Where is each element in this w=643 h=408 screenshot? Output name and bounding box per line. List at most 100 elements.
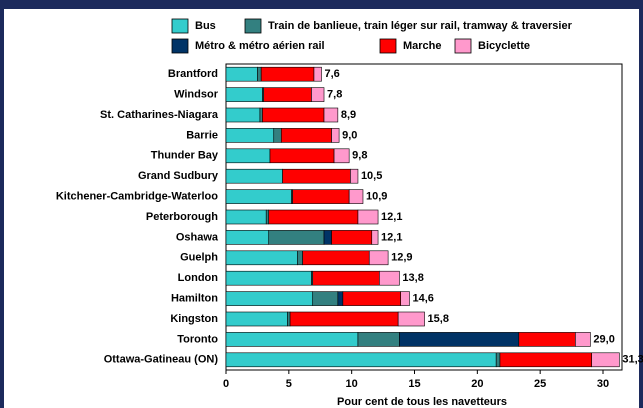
bar-segment bbox=[268, 209, 359, 225]
bar-segment bbox=[302, 250, 370, 266]
bar-segment bbox=[225, 128, 275, 143]
total-label: 7,6 bbox=[325, 68, 340, 80]
bar-segment bbox=[225, 250, 298, 266]
bar-segment bbox=[225, 230, 270, 245]
bar-segment bbox=[268, 230, 325, 245]
y-tick-label: St. Catharines-Niagara bbox=[100, 109, 219, 121]
bar-segment bbox=[357, 209, 379, 225]
bar-segment bbox=[225, 352, 497, 368]
y-tick-label: Barrie bbox=[186, 129, 218, 141]
y-tick-label: Thunder Bay bbox=[151, 150, 219, 162]
x-tick-label: 25 bbox=[534, 378, 546, 390]
bar-segment bbox=[282, 168, 351, 184]
legend-swatch bbox=[244, 18, 262, 34]
total-label: 9,8 bbox=[352, 150, 367, 162]
total-label: 12,9 bbox=[391, 252, 412, 264]
bar-segment bbox=[260, 66, 315, 82]
bar-segment bbox=[368, 250, 389, 266]
bar-segment bbox=[259, 107, 263, 123]
bar-segment bbox=[289, 311, 399, 327]
x-tick-label: 10 bbox=[346, 378, 358, 390]
bar-segment bbox=[225, 66, 258, 82]
bar-segment bbox=[292, 189, 350, 204]
total-label: 13,8 bbox=[402, 272, 423, 284]
legend-label: Bus bbox=[195, 20, 216, 32]
x-axis-label: Pour cent de tous les navetteurs bbox=[337, 396, 507, 408]
bar-segment bbox=[225, 270, 312, 286]
y-tick-label: Kingston bbox=[170, 313, 218, 325]
bar-segment bbox=[225, 148, 271, 164]
bar-segment bbox=[371, 230, 379, 245]
total-label: 9,0 bbox=[342, 129, 357, 141]
y-tick-label: London bbox=[178, 272, 219, 284]
bar-segment bbox=[313, 66, 322, 82]
bar-segment bbox=[342, 291, 401, 306]
bar-segment bbox=[323, 107, 339, 123]
bar-segment bbox=[397, 311, 425, 327]
x-tick-label: 5 bbox=[286, 378, 292, 390]
total-label: 10,9 bbox=[366, 191, 387, 203]
x-tick-label: 15 bbox=[408, 378, 420, 390]
total-label: 15,8 bbox=[428, 313, 449, 325]
legend-label: Métro & métro aérien rail bbox=[195, 40, 325, 52]
total-label: 12,1 bbox=[381, 231, 402, 243]
bar-segment bbox=[225, 107, 261, 123]
bar-segment bbox=[311, 87, 325, 102]
total-label: 14,6 bbox=[412, 293, 433, 305]
bar-segment bbox=[331, 128, 340, 143]
total-label: 31,3 bbox=[622, 354, 643, 366]
y-tick-label: Kitchener-Cambridge-Waterloo bbox=[56, 191, 218, 203]
legend-label: Marche bbox=[403, 40, 442, 52]
total-label: 29,0 bbox=[593, 333, 614, 345]
total-label: 7,8 bbox=[327, 89, 342, 101]
bar-segment bbox=[379, 270, 400, 286]
y-tick-label: Toronto bbox=[177, 333, 218, 345]
y-tick-label: Windsor bbox=[174, 89, 219, 101]
total-label: 8,9 bbox=[341, 109, 356, 121]
bar-segment bbox=[269, 148, 335, 164]
bar-segment bbox=[225, 168, 283, 184]
bar-segment bbox=[399, 332, 520, 347]
bar-segment bbox=[225, 332, 359, 347]
legend-swatch bbox=[454, 38, 472, 54]
bar-segment bbox=[348, 189, 364, 204]
y-tick-label: Brantford bbox=[168, 68, 218, 80]
bar-segment bbox=[591, 352, 620, 368]
bar-segment bbox=[333, 148, 350, 164]
total-label: 10,5 bbox=[361, 170, 382, 182]
bar-segment bbox=[575, 332, 591, 347]
bar-segment bbox=[225, 87, 263, 102]
legend-label: Train de banlieue, train léger sur rail,… bbox=[268, 20, 573, 32]
y-tick-label: Peterborough bbox=[146, 211, 218, 223]
total-label: 12,1 bbox=[381, 211, 402, 223]
bar-segment bbox=[357, 332, 400, 347]
legend-swatch bbox=[171, 38, 189, 54]
bar-segment bbox=[263, 87, 312, 102]
y-tick-label: Oshawa bbox=[176, 231, 219, 243]
bar-segment bbox=[225, 291, 314, 306]
bar-segment bbox=[265, 209, 270, 225]
x-tick-label: 30 bbox=[597, 378, 609, 390]
y-tick-label: Guelph bbox=[180, 252, 218, 264]
legend-swatch bbox=[171, 18, 189, 34]
x-tick-label: 20 bbox=[471, 378, 483, 390]
x-tick-label: 0 bbox=[223, 378, 229, 390]
bar-segment bbox=[495, 352, 501, 368]
bar-segment bbox=[257, 66, 262, 82]
bar-segment bbox=[337, 291, 344, 306]
legend-label: Bicyclette bbox=[478, 40, 530, 52]
bar-segment bbox=[225, 311, 288, 327]
y-tick-label: Grand Sudbury bbox=[138, 170, 219, 182]
y-tick-label: Ottawa-Gatineau (ON) bbox=[104, 354, 219, 366]
bar-segment bbox=[331, 230, 373, 245]
bar-segment bbox=[225, 209, 267, 225]
bar-segment bbox=[499, 352, 592, 368]
bar-segment bbox=[262, 107, 325, 123]
y-tick-label: Hamilton bbox=[171, 293, 218, 305]
bar-segment bbox=[312, 270, 380, 286]
legend-swatch bbox=[379, 38, 397, 54]
bar-segment bbox=[297, 250, 303, 266]
bar-segment bbox=[225, 189, 292, 204]
bar-segment bbox=[400, 291, 410, 306]
